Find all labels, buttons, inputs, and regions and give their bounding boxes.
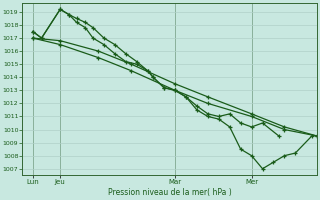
X-axis label: Pression niveau de la mer( hPa ): Pression niveau de la mer( hPa ) [108, 188, 231, 197]
